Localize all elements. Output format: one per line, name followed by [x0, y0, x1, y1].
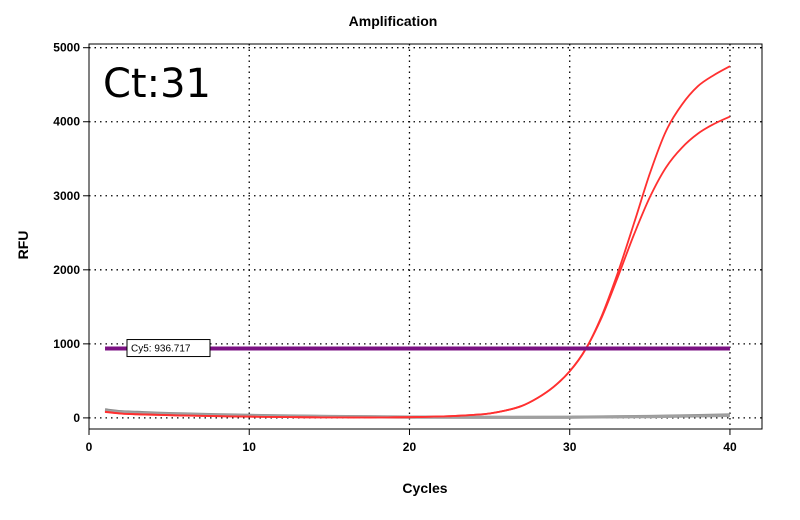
ct-annotation: Ct:31 — [103, 61, 211, 107]
y-tick-label: 1000 — [53, 337, 80, 351]
plot-frame — [88, 43, 763, 430]
y-tick-label: 4000 — [53, 115, 80, 129]
y-tick-label: 2000 — [53, 263, 80, 277]
threshold-label: Cy5: 936.717 — [131, 344, 191, 355]
chart-title: Amplification — [349, 13, 438, 29]
x-axis-label: Cycles — [402, 480, 447, 496]
y-axis-label: RFU — [15, 231, 31, 260]
threshold-label-box[interactable] — [126, 339, 211, 358]
x-tick-label: 20 — [403, 440, 417, 454]
axes: 0 10 20 30 40 0 1000 2000 3000 4000 5000 — [53, 41, 737, 454]
y-tick-label: 5000 — [53, 41, 80, 55]
x-tick-label: 40 — [723, 440, 737, 454]
y-tick-label: 3000 — [53, 189, 80, 203]
x-tick-label: 30 — [563, 440, 577, 454]
x-tick-label: 0 — [86, 440, 93, 454]
amplification-curve-sample-2[interactable] — [104, 115, 731, 419]
threshold[interactable]: Cy5: 936.717 — [105, 339, 730, 358]
x-tick-label: 10 — [243, 440, 257, 454]
data-series — [104, 65, 731, 419]
y-tick-label: 0 — [73, 411, 80, 425]
